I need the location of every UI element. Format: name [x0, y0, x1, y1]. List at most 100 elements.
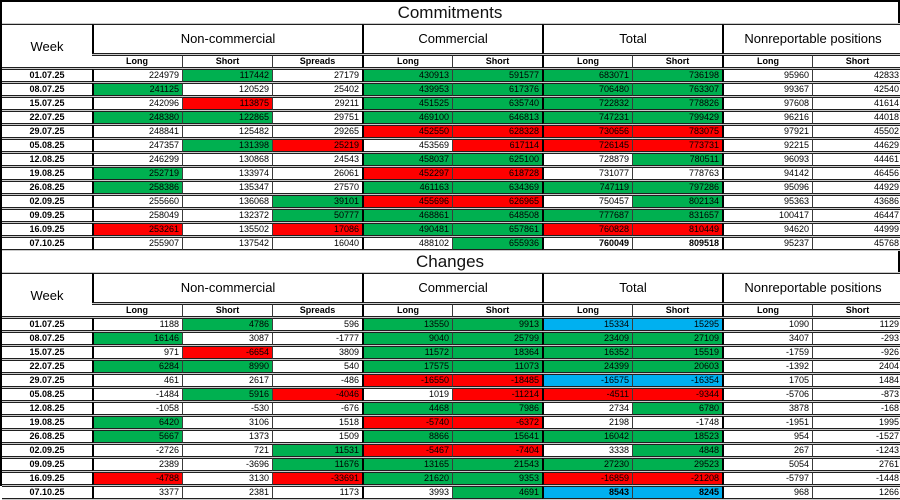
data-cell[interactable]: 3993	[362, 486, 453, 499]
data-cell[interactable]: 683071	[542, 69, 633, 82]
data-cell[interactable]: 96216	[722, 111, 813, 124]
data-cell[interactable]: 8866	[362, 430, 453, 443]
data-cell[interactable]: -1748	[632, 416, 723, 429]
data-cell[interactable]: 968	[722, 486, 813, 499]
data-cell[interactable]: 3130	[182, 472, 272, 485]
data-cell[interactable]: -1058	[92, 402, 182, 415]
week-cell[interactable]: 01.07.25	[2, 69, 92, 82]
week-cell[interactable]: 05.08.25	[2, 139, 92, 152]
data-cell[interactable]: 15334	[542, 318, 633, 331]
data-cell[interactable]: 99367	[722, 83, 813, 96]
data-cell[interactable]: 4786	[182, 318, 272, 331]
week-cell[interactable]: 15.07.25	[2, 346, 92, 359]
data-cell[interactable]: 16146	[92, 332, 182, 345]
data-cell[interactable]: 730656	[542, 125, 633, 138]
data-cell[interactable]: 8245	[632, 486, 723, 499]
data-cell[interactable]: 258386	[92, 181, 182, 194]
week-cell[interactable]: 12.08.25	[2, 153, 92, 166]
data-cell[interactable]: -1527	[812, 430, 900, 443]
data-cell[interactable]: 6780	[632, 402, 723, 415]
week-cell[interactable]: 26.08.25	[2, 430, 92, 443]
data-cell[interactable]: 44018	[812, 111, 900, 124]
data-cell[interactable]: 45768	[812, 237, 900, 250]
data-cell[interactable]: -1243	[812, 444, 900, 457]
data-cell[interactable]: 255907	[92, 237, 182, 250]
data-cell[interactable]: 95096	[722, 181, 813, 194]
data-cell[interactable]: 591577	[452, 69, 543, 82]
data-cell[interactable]: 452550	[362, 125, 453, 138]
data-cell[interactable]: 23409	[542, 332, 633, 345]
data-cell[interactable]: 29523	[632, 458, 723, 471]
week-cell[interactable]: 22.07.25	[2, 360, 92, 373]
data-cell[interactable]: 17086	[272, 223, 363, 236]
data-cell[interactable]: 21620	[362, 472, 453, 485]
data-cell[interactable]: 721	[182, 444, 272, 457]
data-cell[interactable]: -9344	[632, 388, 723, 401]
data-cell[interactable]: -926	[812, 346, 900, 359]
data-cell[interactable]: 9040	[362, 332, 453, 345]
data-cell[interactable]: -1777	[272, 332, 363, 345]
data-cell[interactable]: 1188	[92, 318, 182, 331]
data-cell[interactable]: 778826	[632, 97, 723, 110]
week-cell[interactable]: 09.09.25	[2, 209, 92, 222]
data-cell[interactable]: -5706	[722, 388, 813, 401]
data-cell[interactable]: 15519	[632, 346, 723, 359]
data-cell[interactable]: 778763	[632, 167, 723, 180]
data-cell[interactable]: 3407	[722, 332, 813, 345]
data-cell[interactable]: 6284	[92, 360, 182, 373]
data-cell[interactable]: -1392	[722, 360, 813, 373]
data-cell[interactable]: 131398	[182, 139, 272, 152]
data-cell[interactable]: 252719	[92, 167, 182, 180]
data-cell[interactable]: -1951	[722, 416, 813, 429]
data-cell[interactable]: 3809	[272, 346, 363, 359]
data-cell[interactable]: 1705	[722, 374, 813, 387]
data-cell[interactable]: 113875	[182, 97, 272, 110]
week-cell[interactable]: 09.09.25	[2, 458, 92, 471]
data-cell[interactable]: -6372	[452, 416, 543, 429]
data-cell[interactable]: -11214	[452, 388, 543, 401]
data-cell[interactable]: 42833	[812, 69, 900, 82]
data-cell[interactable]: 25219	[272, 139, 363, 152]
data-cell[interactable]: 267	[722, 444, 813, 457]
data-cell[interactable]: 9913	[452, 318, 543, 331]
week-cell[interactable]: 08.07.25	[2, 83, 92, 96]
data-cell[interactable]: 246299	[92, 153, 182, 166]
week-cell[interactable]: 12.08.25	[2, 402, 92, 415]
data-cell[interactable]: 468861	[362, 209, 453, 222]
data-cell[interactable]: 648508	[452, 209, 543, 222]
data-cell[interactable]: 29265	[272, 125, 363, 138]
data-cell[interactable]: 125482	[182, 125, 272, 138]
data-cell[interactable]: 92215	[722, 139, 813, 152]
data-cell[interactable]: 27179	[272, 69, 363, 82]
data-cell[interactable]: 97921	[722, 125, 813, 138]
week-cell[interactable]: 02.09.25	[2, 195, 92, 208]
data-cell[interactable]: 451525	[362, 97, 453, 110]
data-cell[interactable]: 13165	[362, 458, 453, 471]
week-cell[interactable]: 15.07.25	[2, 97, 92, 110]
data-cell[interactable]: -16354	[632, 374, 723, 387]
data-cell[interactable]: -33691	[272, 472, 363, 485]
data-cell[interactable]: 45502	[812, 125, 900, 138]
data-cell[interactable]: 736198	[632, 69, 723, 82]
data-cell[interactable]: 44461	[812, 153, 900, 166]
data-cell[interactable]: 42540	[812, 83, 900, 96]
data-cell[interactable]: 8990	[182, 360, 272, 373]
data-cell[interactable]: 773731	[632, 139, 723, 152]
data-cell[interactable]: 95237	[722, 237, 813, 250]
data-cell[interactable]: -676	[272, 402, 363, 415]
week-cell[interactable]: 02.09.25	[2, 444, 92, 457]
data-cell[interactable]: 130868	[182, 153, 272, 166]
week-cell[interactable]: 05.08.25	[2, 388, 92, 401]
data-cell[interactable]: 760049	[542, 237, 633, 250]
data-cell[interactable]: 117442	[182, 69, 272, 82]
data-cell[interactable]: 461	[92, 374, 182, 387]
data-cell[interactable]: 1373	[182, 430, 272, 443]
data-cell[interactable]: 16040	[272, 237, 363, 250]
data-cell[interactable]: -3696	[182, 458, 272, 471]
data-cell[interactable]: 224979	[92, 69, 182, 82]
data-cell[interactable]: 799429	[632, 111, 723, 124]
data-cell[interactable]: 625100	[452, 153, 543, 166]
data-cell[interactable]: -293	[812, 332, 900, 345]
data-cell[interactable]: 458037	[362, 153, 453, 166]
data-cell[interactable]: 16042	[542, 430, 633, 443]
